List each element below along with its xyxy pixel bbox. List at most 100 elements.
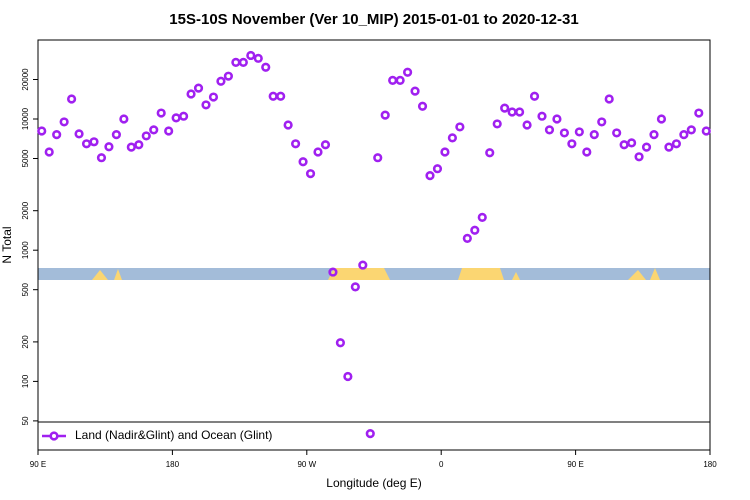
point — [514, 107, 525, 117]
point — [417, 101, 428, 111]
point — [59, 117, 69, 127]
point — [597, 117, 607, 127]
point — [388, 75, 398, 85]
land-band — [458, 268, 504, 280]
legend-marker — [49, 431, 59, 441]
x-tick-label: 90 E — [567, 460, 583, 469]
point — [320, 140, 331, 150]
point — [343, 371, 353, 382]
point — [403, 67, 413, 77]
point — [104, 142, 114, 152]
point — [559, 128, 570, 138]
point — [37, 126, 47, 136]
point — [305, 169, 316, 179]
point — [291, 139, 301, 149]
point — [634, 152, 644, 162]
y-tick-label: 500 — [21, 282, 30, 296]
point — [686, 125, 696, 135]
point — [141, 131, 151, 141]
point — [679, 130, 689, 140]
point — [201, 100, 211, 110]
point — [574, 127, 584, 137]
point — [492, 119, 502, 129]
land-band — [92, 270, 108, 280]
point — [567, 139, 577, 149]
point — [507, 107, 517, 117]
point — [335, 338, 346, 348]
point — [171, 113, 181, 123]
point — [470, 225, 480, 235]
point — [701, 126, 711, 136]
point — [432, 164, 443, 174]
point — [358, 260, 368, 270]
point — [694, 108, 704, 118]
point — [52, 130, 62, 140]
point — [298, 157, 308, 167]
y-tick-label: 100 — [21, 374, 30, 388]
surface-band — [38, 268, 710, 280]
point — [111, 130, 121, 140]
point — [246, 50, 256, 61]
land-band — [328, 268, 390, 280]
point — [544, 125, 555, 135]
point — [649, 130, 659, 140]
point — [238, 57, 248, 67]
x-tick-label: 0 — [439, 460, 444, 469]
point — [612, 128, 622, 138]
x-tick-label: 180 — [703, 460, 717, 469]
y-tick-label: 2000 — [21, 201, 30, 219]
land-band — [628, 270, 646, 280]
point — [626, 138, 637, 148]
point — [119, 114, 129, 124]
point — [216, 76, 226, 86]
x-tick-label: 90 E — [30, 460, 46, 469]
y-tick-label: 5000 — [21, 149, 30, 167]
point — [156, 108, 166, 118]
point — [313, 147, 323, 157]
point — [522, 120, 532, 130]
y-tick-label: 200 — [21, 335, 30, 349]
point — [149, 125, 159, 135]
point — [350, 282, 360, 292]
point — [619, 140, 629, 150]
point — [485, 148, 495, 158]
y-axis-label: N Total — [0, 226, 14, 263]
point — [276, 91, 286, 101]
point — [671, 139, 682, 149]
point — [462, 233, 472, 243]
point — [529, 91, 540, 101]
point — [373, 153, 383, 163]
y-tick-label: 10000 — [21, 107, 30, 130]
point — [656, 114, 667, 124]
point — [66, 94, 77, 104]
y-tick-label: 50 — [21, 416, 30, 425]
point — [604, 94, 614, 104]
y-tick-label: 20000 — [21, 68, 30, 91]
land-band — [512, 272, 520, 280]
point — [328, 267, 338, 277]
land-band — [114, 269, 122, 280]
point — [134, 140, 144, 150]
plot-frame — [37, 39, 711, 451]
point — [268, 91, 278, 101]
point — [552, 114, 562, 124]
point — [664, 142, 674, 152]
point — [500, 103, 510, 113]
point — [447, 133, 458, 143]
point — [186, 89, 196, 99]
point — [74, 129, 84, 139]
point — [440, 147, 450, 157]
point — [380, 110, 390, 120]
point — [410, 86, 420, 96]
point — [223, 71, 233, 81]
point — [44, 147, 54, 157]
point — [261, 62, 271, 72]
x-tick-label: 90 W — [297, 460, 316, 469]
point — [395, 75, 405, 85]
point — [208, 92, 219, 102]
x-tick-label: 180 — [166, 460, 180, 469]
land-band — [650, 268, 660, 280]
chart-title: 15S-10S November (Ver 10_MIP) 2015-01-01… — [169, 11, 578, 28]
point — [641, 142, 652, 152]
